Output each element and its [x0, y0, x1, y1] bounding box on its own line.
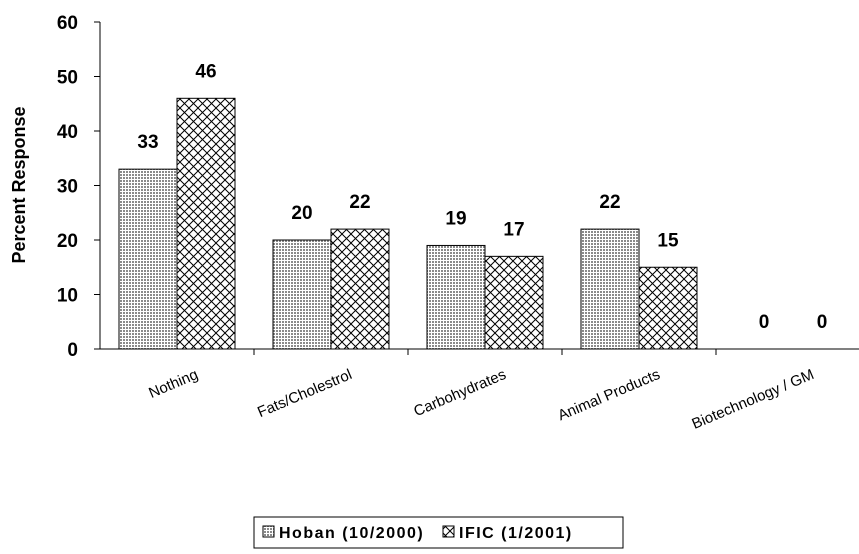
bar-ific — [484, 255, 544, 350]
bar-ific — [638, 266, 698, 350]
bar-hoban — [580, 228, 640, 350]
legend-swatch-ific — [442, 525, 455, 538]
category-label: Carbohydrates — [411, 366, 508, 420]
bar-hoban — [426, 244, 486, 350]
legend-box — [253, 516, 624, 549]
data-label: 15 — [657, 230, 679, 251]
legend-swatch-hoban — [262, 525, 275, 538]
data-label: 46 — [195, 61, 216, 82]
bar-hoban — [118, 168, 178, 350]
bar-ific — [330, 228, 390, 350]
category-label: Fats/Cholestrol — [255, 366, 354, 421]
bar-hoban — [272, 239, 332, 350]
y-tick-label: 0 — [67, 340, 78, 361]
y-tick-label: 60 — [57, 13, 78, 34]
data-label: 19 — [445, 208, 466, 229]
legend: Hoban (10/2000) IFIC (1/2001) — [253, 516, 624, 549]
data-label: 0 — [817, 312, 828, 333]
y-axis-label: Percent Response — [9, 106, 29, 263]
y-tick-label: 10 — [57, 286, 78, 307]
y-tick-label: 50 — [57, 68, 78, 89]
x-axis — [100, 348, 859, 355]
category-label: Nothing — [146, 366, 200, 402]
data-label: 17 — [503, 219, 524, 240]
data-label: 22 — [599, 192, 620, 213]
legend-label-hoban: Hoban (10/2000) — [279, 525, 424, 542]
bar-ific — [176, 97, 236, 350]
y-tick-label: 20 — [57, 231, 78, 252]
y-tick-label: 30 — [57, 177, 78, 198]
data-label: 0 — [759, 312, 770, 333]
data-label: 33 — [137, 132, 158, 153]
category-label: Animal Products — [555, 366, 662, 424]
legend-label-ific: IFIC (1/2001) — [459, 525, 573, 542]
category-label: Biotechnology / GM — [689, 366, 816, 433]
data-label: 20 — [291, 203, 312, 224]
y-tick-label: 40 — [57, 122, 78, 143]
data-label: 22 — [349, 192, 370, 213]
y-axis: 0 10 20 30 40 50 60 — [57, 13, 101, 361]
